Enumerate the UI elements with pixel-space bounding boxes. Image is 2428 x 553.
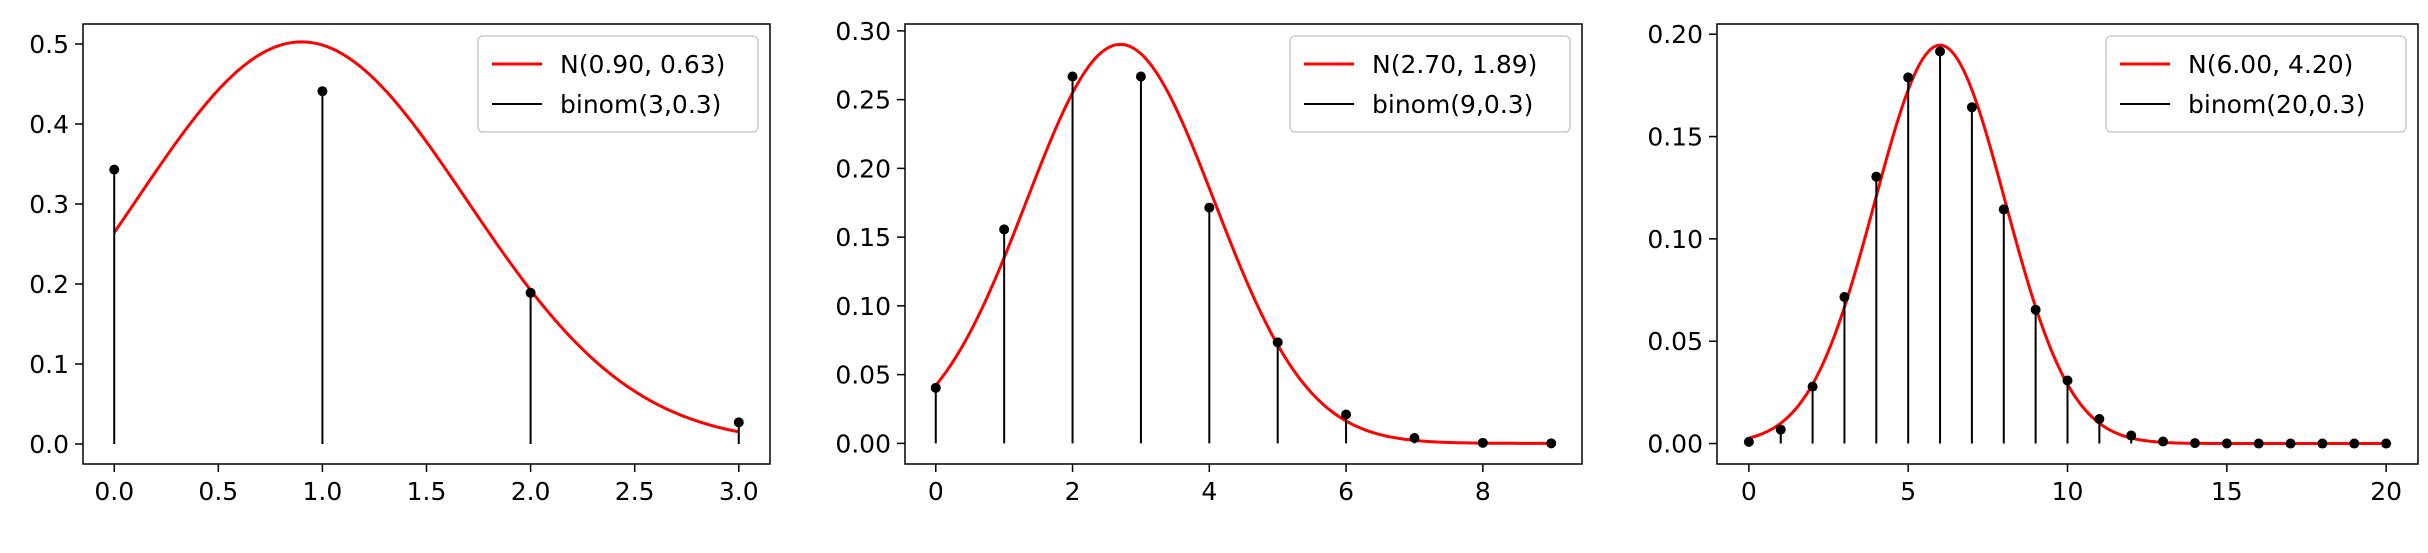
y-tick-label: 0.15 [1647,123,1703,152]
stem-point-3 [733,417,744,428]
chart-panel-3: 0 5 10 15 20 0.00 0.05 0.10 0.15 0.20 N(6.00, 4.20… [1647,20,2419,506]
stem-point-19 [2349,438,2360,449]
y-tick-label: 0.15 [835,223,891,252]
legend-label: N(6.00, 4.20) [2188,50,2353,79]
y-tick-label: 0.30 [835,17,891,46]
stem-point-4 [1204,202,1215,213]
y-tick-label: 0.00 [1647,430,1703,459]
x-tick-label: 10 [2052,477,2084,506]
x-tick-label: 2.5 [615,477,655,506]
legend-label: binom(20,0.3) [2188,90,2365,119]
stem-point-3 [1839,292,1850,303]
stem-point-8 [1477,437,1488,448]
legend-box [2105,35,2407,133]
stem-point-1 [317,86,328,97]
x-tick-label: 3.0 [719,477,759,506]
legend-label: N(2.70, 1.89) [1372,50,1537,79]
stem-point-2 [525,287,536,298]
stem-point-12 [2126,430,2137,441]
y-tick-label: 0.00 [835,429,891,458]
y-tick-label: 0.5 [29,30,69,59]
normal-curve-line [934,42,1552,445]
x-tick-label: 8 [1475,477,1491,506]
x-tick-label: 0.5 [198,477,238,506]
stem-point-9 [2030,304,2041,315]
x-tick-label: 2.0 [511,477,551,506]
stem-point-2 [1807,381,1818,392]
stem-point-15 [2221,438,2232,449]
x-tick-label: 6 [1338,477,1354,506]
x-tick-label: 1.0 [303,477,343,506]
y-tick-label: 0.4 [29,110,69,139]
legend: N(0.90, 0.63) binom(3,0.3) [477,35,759,133]
stem-point-1 [1775,424,1786,435]
legend: N(6.00, 4.20) binom(20,0.3) [2105,35,2407,133]
stem-point-7 [1966,102,1977,113]
legend-label: binom(3,0.3) [560,90,721,119]
chart-panel-2: 0 2 4 6 8 0.00 0.05 0.10 0.15 0.20 0.25 0.30 N(2.70,… [835,17,1583,506]
stem-point-7 [1409,433,1420,444]
stem-point-0 [109,164,120,175]
stem-point-0 [930,382,941,393]
y-tick-label: 0.3 [29,190,69,219]
stem-point-5 [1903,72,1914,83]
y-tick-label: 0.05 [835,361,891,390]
stem-point-11 [2094,413,2105,424]
legend: N(2.70, 1.89) binom(9,0.3) [1289,35,1571,133]
y-tick-label: 0.20 [835,154,891,183]
legend-label: binom(9,0.3) [1372,90,1533,119]
stem-point-5 [1272,337,1283,348]
y-tick-label: 0.2 [29,270,69,299]
x-tick-label: 0.0 [94,477,134,506]
stem-point-6 [1935,46,1946,57]
x-tick-label: 2 [1065,477,1081,506]
stem-point-13 [2158,436,2169,447]
legend-box [477,35,759,133]
stem-point-0 [1743,436,1754,447]
chart-panel-1: 0.0 0.5 1.0 1.5 2.0 2.5 3.0 0.0 0.1 0.2 0.3 0.4 0.5 N… [29,23,771,506]
x-tick-label: 20 [2370,477,2402,506]
x-tick-label: 5 [1900,477,1916,506]
stem-point-10 [2062,375,2073,386]
stem-point-8 [1998,204,2009,215]
stem-point-1 [999,224,1010,235]
legend-box [1289,35,1571,133]
x-tick-label: 0 [928,477,944,506]
stem-point-20 [2381,438,2392,449]
axes-frame [904,23,1583,465]
x-tick-label: 0 [1741,477,1757,506]
x-tick-label: 15 [2211,477,2243,506]
stem-point-14 [2189,438,2200,449]
y-tick-label: 0.1 [29,350,69,379]
normal-curve-line [112,40,740,434]
stem-point-16 [2253,438,2264,449]
stem-point-6 [1341,409,1352,420]
y-tick-label: 0.25 [835,86,891,115]
x-tick-label: 1.5 [407,477,447,506]
y-tick-label: 0.10 [835,292,891,321]
stem-point-2 [1067,71,1078,82]
y-tick-label: 0.20 [1647,20,1703,49]
x-tick-label: 4 [1201,477,1217,506]
y-tick-label: 0.10 [1647,225,1703,254]
stem-point-9 [1546,438,1557,449]
stem-point-4 [1871,171,1882,182]
legend-label: N(0.90, 0.63) [560,50,725,79]
stem-point-18 [2317,438,2328,449]
y-tick-label: 0.05 [1647,327,1703,356]
stem-point-3 [1135,71,1146,82]
y-tick-label: 0.0 [29,430,69,459]
stem-point-17 [2285,438,2296,449]
